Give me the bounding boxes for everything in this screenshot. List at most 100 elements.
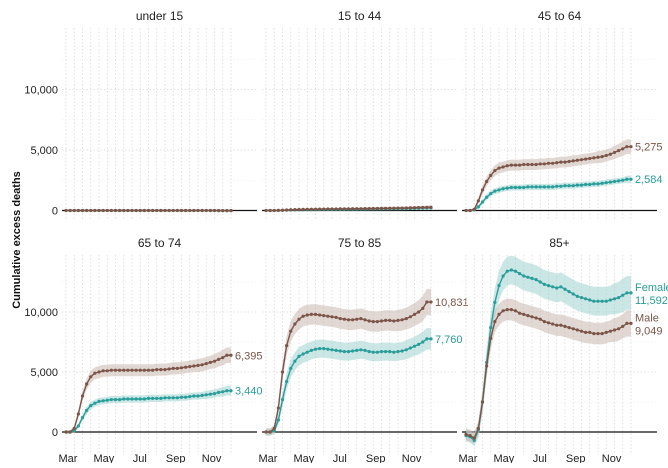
data-point-male (205, 209, 208, 212)
data-point-male (126, 209, 129, 212)
data-point-male (155, 209, 158, 212)
data-point-male (97, 209, 100, 212)
data-point-male (229, 354, 232, 357)
data-point-female (339, 349, 342, 352)
data-point-male (155, 368, 158, 371)
data-point-female (302, 352, 305, 355)
data-point-male (314, 208, 317, 211)
data-point-female (159, 397, 162, 400)
data-point-female (217, 391, 220, 394)
data-point-female (489, 326, 492, 329)
data-point-male (502, 165, 505, 168)
data-point-female (413, 345, 416, 348)
data-point-male (396, 206, 399, 209)
data-point-male (506, 308, 509, 311)
data-point-female (568, 184, 571, 187)
data-point-male (318, 207, 321, 210)
end-label-male: 6,395 (235, 350, 263, 362)
end-label-male: 10,831 (435, 297, 469, 309)
data-point-female (97, 400, 100, 403)
data-point-male (497, 167, 500, 170)
data-point-male (89, 375, 92, 378)
data-point-male (485, 364, 488, 367)
data-point-male (293, 322, 296, 325)
data-point-male (330, 207, 333, 210)
data-point-male (326, 315, 329, 318)
data-point-male (285, 344, 288, 347)
data-point-male (392, 319, 395, 322)
data-point-male (277, 406, 280, 409)
data-point-male (168, 367, 171, 370)
y-axis-title: Cumulative excess deaths (11, 171, 23, 309)
data-point-male (306, 208, 309, 211)
data-point-female (289, 367, 292, 370)
data-point-male (343, 207, 346, 210)
data-point-female (363, 349, 366, 352)
x-tick-label: Mar (259, 453, 278, 463)
data-point-male (555, 161, 558, 164)
data-point-male (143, 369, 146, 372)
data-point-female (596, 300, 599, 303)
data-point-male (605, 331, 608, 334)
data-point-male (143, 209, 146, 212)
data-point-female (605, 300, 608, 303)
data-point-male (176, 209, 179, 212)
end-label-female: 7,760 (435, 334, 463, 346)
data-point-female (110, 398, 113, 401)
data-point-male (163, 209, 166, 212)
data-point-male (225, 354, 228, 357)
data-point-female (368, 350, 371, 353)
data-point-male (425, 206, 428, 209)
data-point-female (592, 300, 595, 303)
data-point-male (225, 209, 228, 212)
data-point-female (497, 188, 500, 191)
data-point-male (209, 361, 212, 364)
x-tick-label: May (293, 453, 314, 463)
data-point-male (205, 362, 208, 365)
data-point-male (81, 209, 84, 212)
data-point-male (563, 325, 566, 328)
data-point-female (539, 185, 542, 188)
data-point-female (629, 178, 632, 181)
data-point-female (180, 396, 183, 399)
data-point-female (172, 396, 175, 399)
data-point-female (93, 402, 96, 405)
data-point-female (192, 394, 195, 397)
data-point-male (473, 436, 476, 439)
data-point-female (493, 190, 496, 193)
data-point-male (621, 325, 624, 328)
data-point-female (596, 182, 599, 185)
data-point-female (601, 182, 604, 185)
data-point-male (617, 149, 620, 152)
data-point-female (609, 180, 612, 183)
data-point-male (409, 206, 412, 209)
data-point-male (318, 313, 321, 316)
data-point-female (396, 350, 399, 353)
data-point-male (130, 209, 133, 212)
data-point-female (355, 349, 358, 352)
x-tick-label: Sep (366, 453, 386, 463)
data-point-male (368, 207, 371, 210)
data-point-male (118, 369, 121, 372)
data-point-female (409, 346, 412, 349)
data-point-male (196, 209, 199, 212)
data-point-female (372, 351, 375, 354)
data-point-female (605, 181, 608, 184)
data-point-male (526, 314, 529, 317)
data-point-male (151, 369, 154, 372)
data-point-female (584, 183, 587, 186)
data-point-male (81, 394, 84, 397)
data-point-male (429, 206, 432, 209)
data-point-female (155, 397, 158, 400)
data-point-male (473, 208, 476, 211)
data-point-male (605, 154, 608, 157)
data-point-male (584, 157, 587, 160)
data-point-female (563, 184, 566, 187)
data-point-female (497, 284, 500, 287)
data-point-male (518, 312, 521, 315)
x-tick-label: Sep (566, 453, 586, 463)
data-point-male (601, 155, 604, 158)
data-point-male (217, 358, 220, 361)
